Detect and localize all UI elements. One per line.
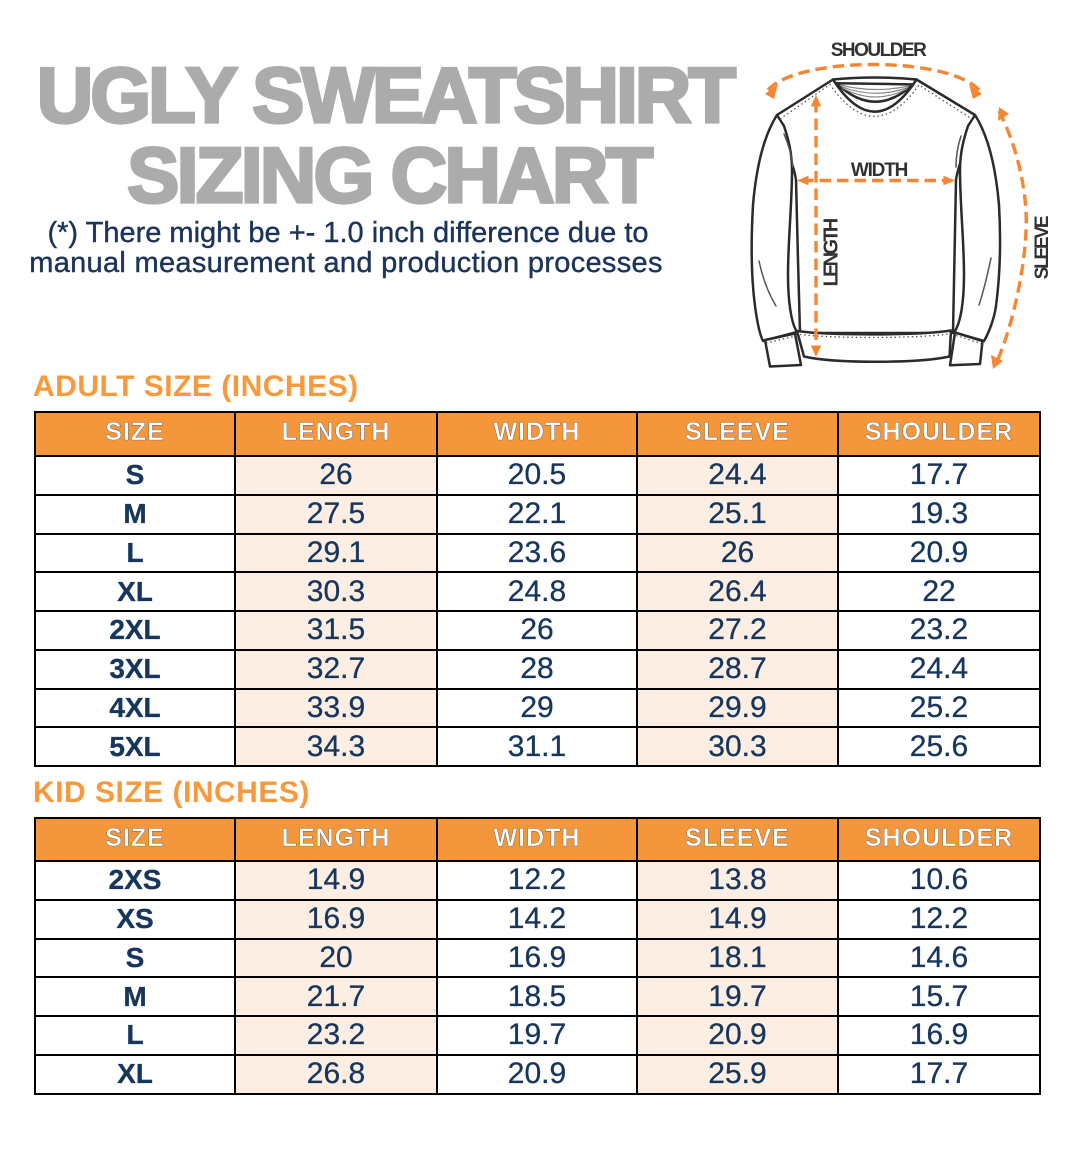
- svg-text:LENGTH: LENGTH: [821, 218, 843, 286]
- svg-text:WIDTH: WIDTH: [851, 160, 908, 181]
- svg-text:SHOULDER: SHOULDER: [831, 40, 927, 61]
- svg-text:SLEEVE: SLEEVE: [1032, 216, 1053, 279]
